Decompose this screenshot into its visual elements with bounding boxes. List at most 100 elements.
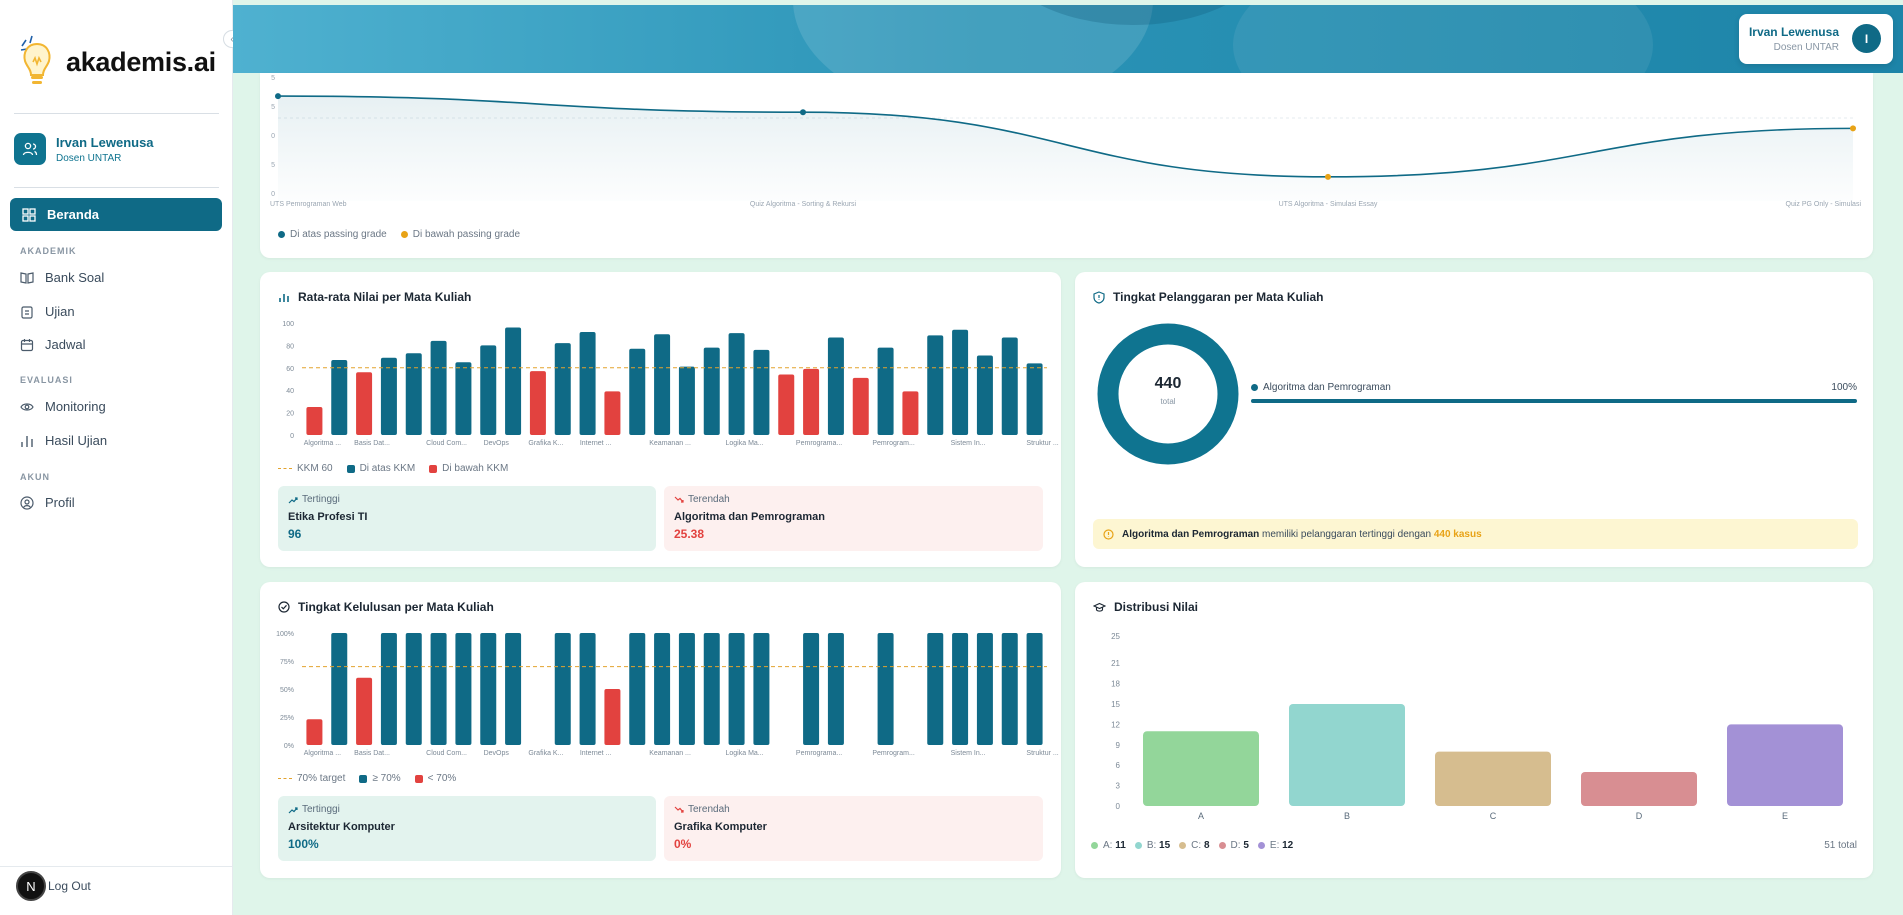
user-circle-icon (20, 495, 34, 510)
legend-value: 15 (1159, 840, 1171, 851)
bar (1727, 724, 1843, 806)
x-tick-label: C (1490, 811, 1497, 821)
bar (753, 633, 770, 745)
bar (952, 329, 969, 435)
nextjs-badge[interactable]: N (16, 871, 46, 901)
trending-down-icon (674, 496, 684, 503)
x-tick-label: DevOps (484, 440, 510, 447)
legend-label: Di atas KKM (359, 463, 416, 474)
trend-point (800, 109, 806, 116)
y-tick-label: 5 (271, 104, 275, 111)
profile-name: Irvan Lewenusa (56, 134, 154, 150)
x-tick-label: UTS Pemrograman Web (270, 201, 347, 208)
bar (1435, 751, 1551, 806)
y-tick-label: 12 (1111, 720, 1120, 729)
distribution-total: 51 total (1824, 840, 1857, 851)
distribution-legend: A: 11 B: 15 C: 8 D: 5 E: 12 (1091, 840, 1302, 851)
bar (1026, 633, 1043, 745)
trending-down-icon (674, 806, 684, 813)
violation-total: 440 (1154, 375, 1182, 392)
x-tick-label: Grafika K... (528, 440, 563, 447)
sidebar-item-bank-soal[interactable]: Bank Soal (20, 270, 104, 285)
x-tick-label: Quiz Algoritma - Sorting & Rekursi (750, 201, 857, 208)
x-tick-label: Internet ... (580, 440, 612, 447)
legend-item: C: 8 (1179, 840, 1210, 851)
trend-point (1325, 173, 1331, 180)
bar (604, 391, 621, 435)
bar (380, 357, 397, 435)
sidebar-item-monitoring[interactable]: Monitoring (20, 399, 106, 414)
bar (554, 343, 571, 435)
user-menu[interactable]: Irvan Lewenusa Dosen UNTAR I (1739, 14, 1893, 64)
bar (554, 633, 571, 745)
card-title-text: Distribusi Nilai (1114, 600, 1199, 614)
sidebar-item-ujian[interactable]: Ujian (20, 304, 75, 319)
sidebar-item-profil[interactable]: Profil (20, 495, 75, 510)
x-tick-label: Algoritma ... (304, 750, 341, 757)
sidebar-item-hasil-ujian[interactable]: Hasil Ujian (20, 433, 107, 448)
bar (356, 677, 373, 745)
bar (803, 633, 820, 745)
sidebar-item-label: Hasil Ujian (45, 433, 108, 448)
bar (505, 327, 522, 435)
legend-key: E (1269, 840, 1277, 851)
sidebar-item-label: Beranda (47, 207, 100, 222)
sidebar-item-jadwal[interactable]: Jadwal (20, 337, 85, 352)
divider (14, 187, 219, 188)
logout-button[interactable]: N Log Out (16, 871, 91, 901)
legend-label: KKM 60 (297, 463, 333, 474)
y-tick-label: 21 (1111, 659, 1120, 668)
bar (306, 407, 323, 435)
y-tick-label: 0 (1116, 802, 1121, 811)
bar (629, 348, 646, 435)
bar (356, 372, 373, 435)
legend-label: Di bawah KKM (442, 463, 509, 474)
x-tick-label: Cloud Com... (426, 750, 467, 757)
y-tick-label: 0 (271, 133, 275, 140)
x-tick-label: A (1198, 811, 1204, 821)
x-tick-label: Sistem In... (951, 750, 986, 757)
highest-pass-box: Tertinggi Arsitektur Komputer 100% (278, 796, 656, 861)
y-tick-label: 100% (276, 631, 294, 638)
legend-value: 8 (1203, 840, 1210, 851)
y-tick-label: 100 (282, 321, 294, 328)
y-tick-label: 0 (271, 191, 275, 198)
pass-rate-card: Tingkat Kelulusan per Mata Kuliah 0% 25% 5… (260, 582, 1061, 878)
header-user-name: Irvan Lewenusa (1748, 25, 1839, 39)
bar (753, 349, 770, 435)
sidebar-item-beranda[interactable]: Beranda (10, 198, 222, 231)
stat-label-text: Terendah (688, 804, 730, 815)
bar-chart-icon (279, 294, 289, 302)
legend-item: 70% target (278, 773, 345, 784)
stat-label: Terendah (674, 804, 1033, 815)
brand-logo[interactable]: akademis.ai (18, 34, 216, 90)
bar (331, 359, 348, 435)
y-tick-label: 3 (1116, 782, 1121, 791)
alert-text: memiliki pelanggaran tertinggi dengan (1259, 528, 1434, 540)
y-tick-label: 75% (280, 659, 294, 666)
y-tick-label: 25 (1111, 632, 1120, 641)
y-tick-label: 9 (1116, 741, 1121, 750)
legend-label: 70% target (297, 773, 346, 784)
x-tick-label: Sistem In... (951, 440, 986, 447)
sidebar-item-label: Bank Soal (45, 270, 105, 285)
lowest-average-box: Terendah Algoritma dan Pemrograman 25.38 (664, 486, 1043, 551)
legend-label: ≥ 70% (372, 773, 401, 784)
eye-icon (20, 402, 34, 411)
stat-label: Tertinggi (288, 804, 646, 815)
bar (529, 371, 546, 435)
logout-label: Log Out (48, 879, 91, 893)
legend-item: KKM 60 (278, 463, 333, 474)
pass-legend: 70% target ≥ 70% < 70% (278, 773, 470, 784)
decor-shape (1233, 5, 1653, 73)
header-banner (233, 5, 1903, 73)
sidebar-profile-card[interactable]: Irvan Lewenusa Dosen UNTAR (14, 133, 154, 165)
bar (380, 633, 397, 745)
lowest-value: 25.38 (674, 527, 705, 541)
alert-subject: Algoritma dan Pemrograman (1122, 528, 1260, 540)
x-tick-label: Pemrogram... (872, 440, 914, 447)
y-tick-label: 40 (286, 388, 294, 395)
legend-item: B: 15 (1134, 840, 1171, 851)
legend-item: ≥ 70% (359, 773, 401, 784)
bar (654, 633, 671, 745)
